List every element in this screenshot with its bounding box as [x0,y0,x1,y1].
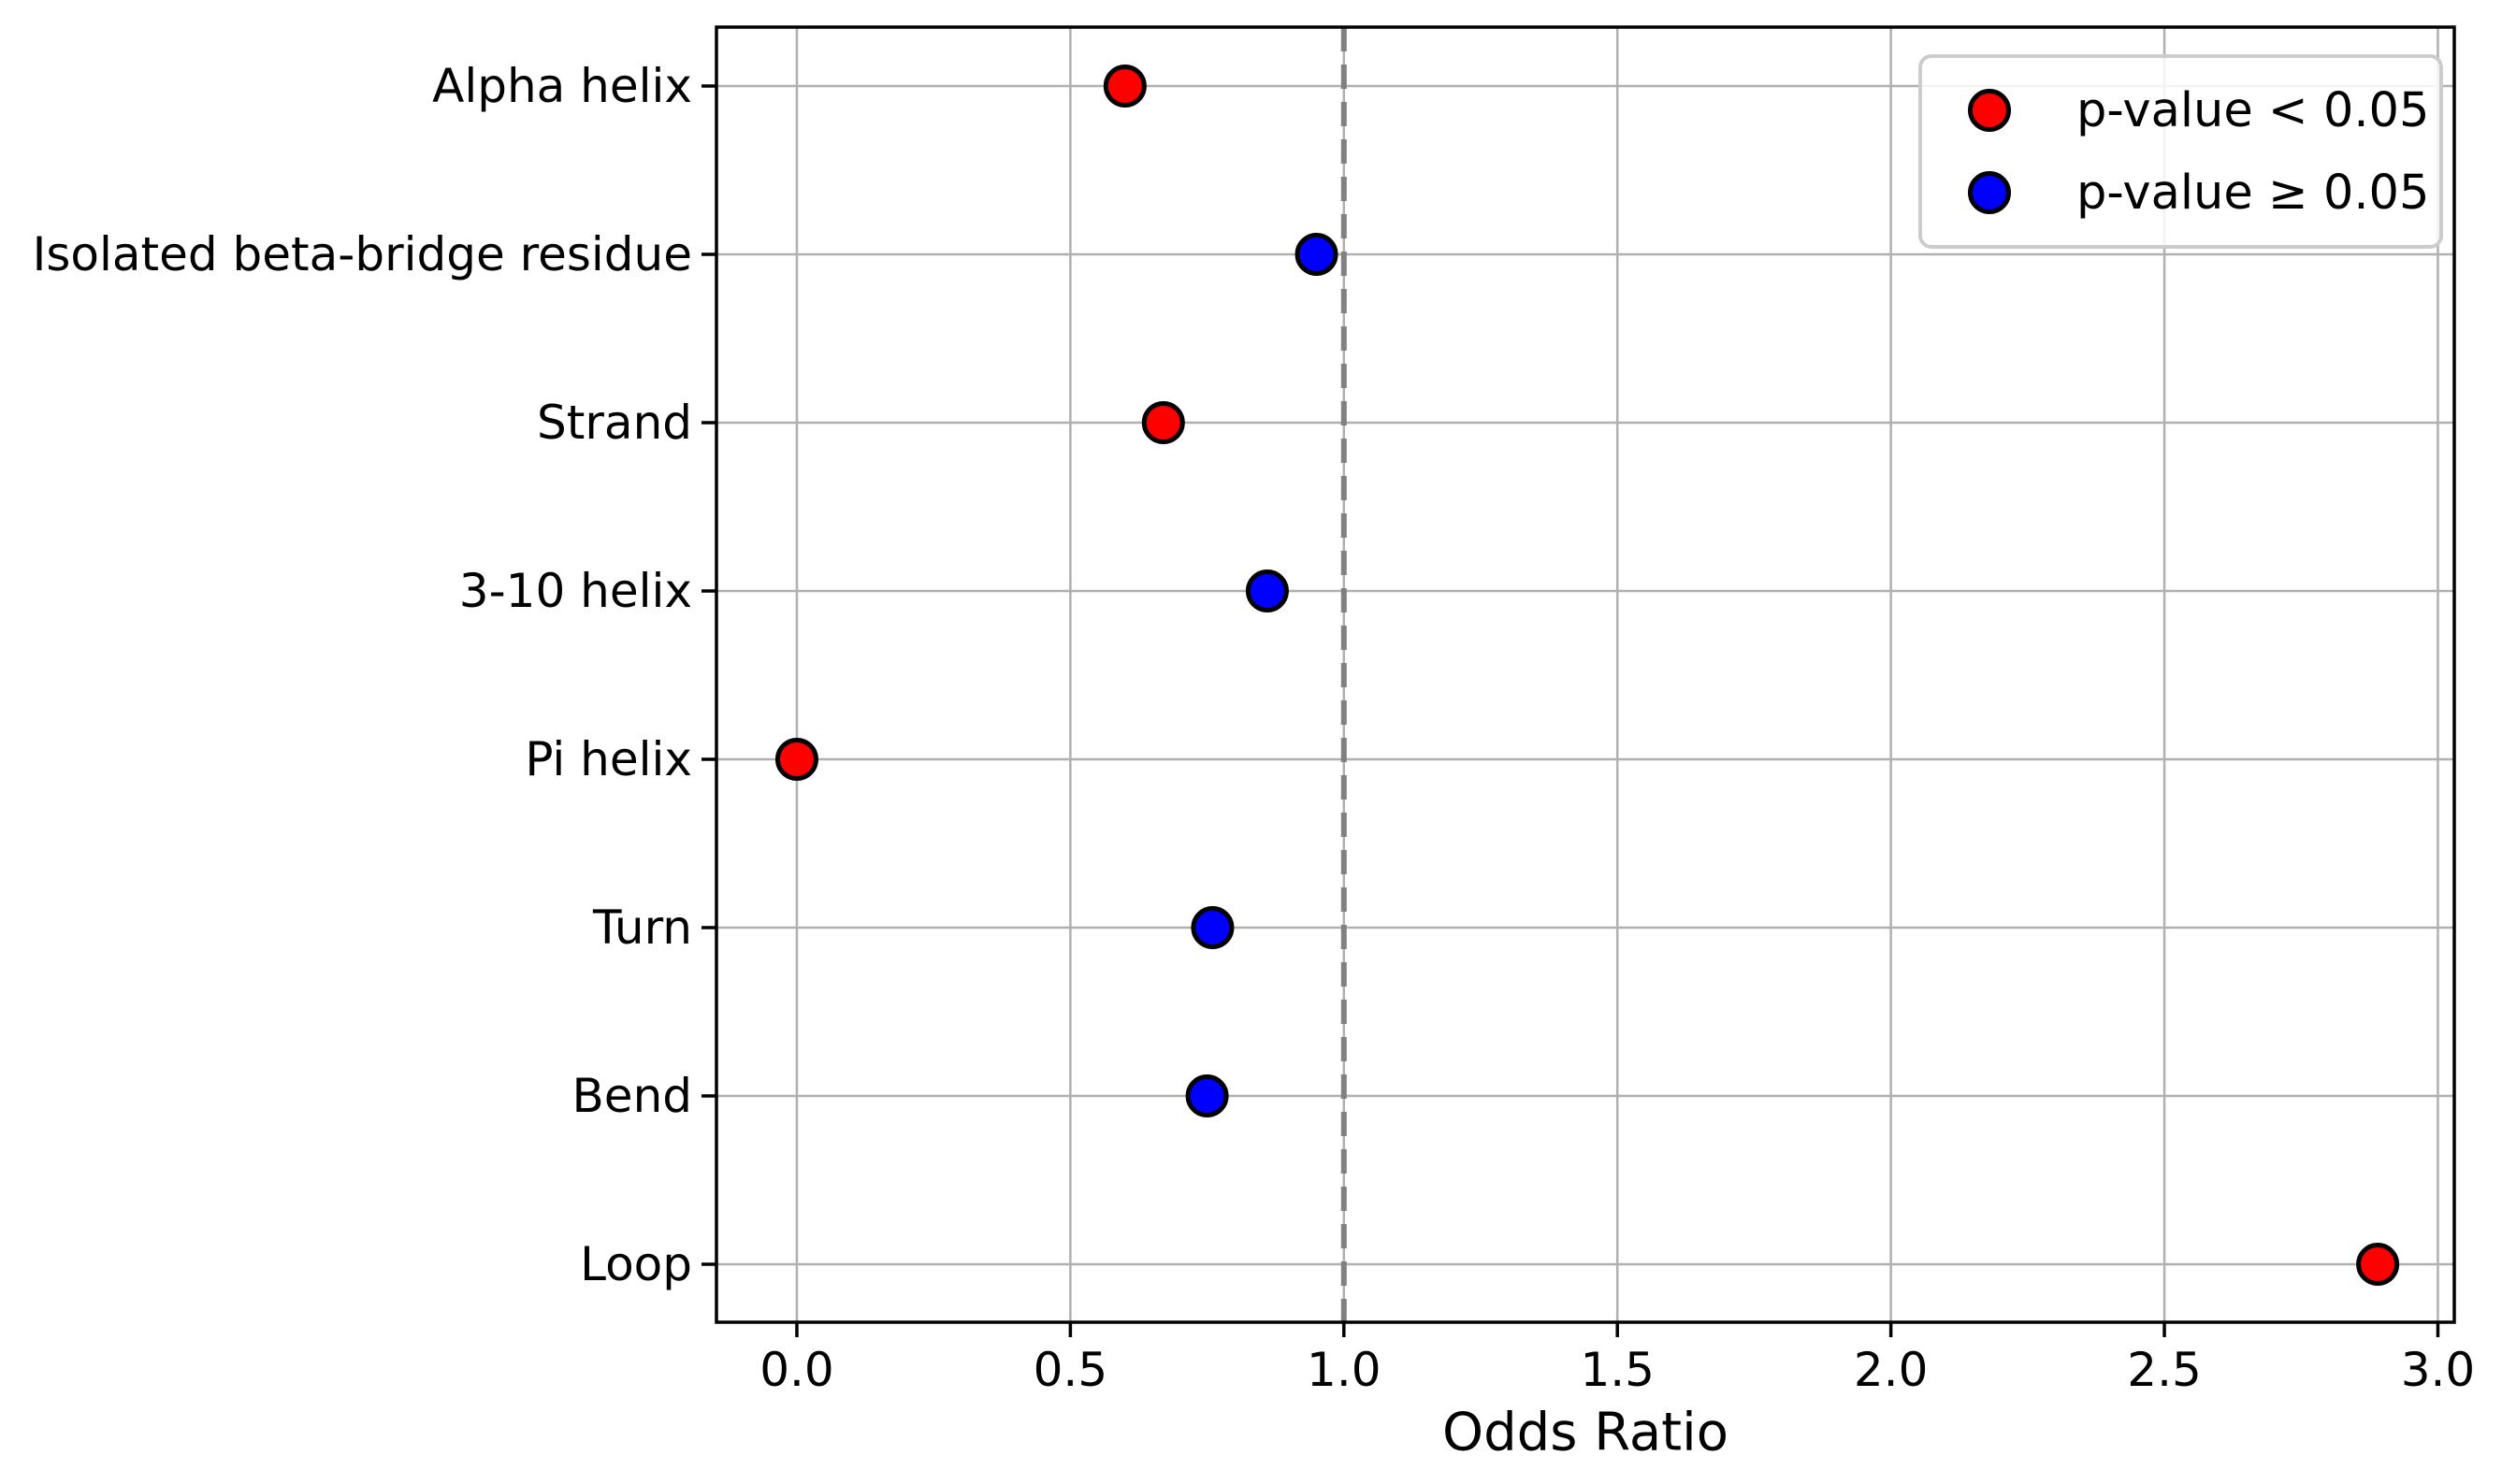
data-point [1185,1074,1229,1117]
data-point [1245,569,1289,612]
data-point [774,738,818,781]
legend-label-significant: p-value < 0.05 [2076,82,2430,138]
data-point [1103,65,1147,108]
y-tick-label: 3-10 helix [459,564,692,618]
x-tick-label: 0.0 [759,1343,834,1397]
x-tick-label: 2.0 [1854,1343,1929,1397]
y-tick-label: Strand [537,396,692,450]
legend: p-value < 0.05 p-value ≥ 0.05 [1918,54,2443,249]
y-tick-label: Loop [580,1237,692,1291]
x-tick-label: 0.5 [1034,1343,1108,1397]
data-point [1294,233,1338,276]
y-tick-label: Alpha helix [432,59,692,113]
y-tick-label: Isolated beta-bridge residue [33,227,692,281]
legend-marker-red-icon [1968,89,2011,132]
x-axis-title: Odds Ratio [1442,1402,1728,1463]
plot-border [715,25,2456,1324]
x-tick-label: 1.0 [1307,1343,1381,1397]
x-tick-label: 3.0 [2401,1343,2476,1397]
x-tick-label: 2.5 [2127,1343,2202,1397]
legend-label-not-significant: p-value ≥ 0.05 [2076,165,2430,221]
legend-item-not-significant: p-value ≥ 0.05 [1968,151,2429,234]
y-tick-label: Turn [592,900,692,955]
y-tick-label: Bend [572,1069,693,1123]
legend-marker-blue-icon [1968,171,2011,214]
data-point [1141,401,1185,444]
data-point [2356,1243,2400,1286]
data-point [1191,906,1235,949]
y-tick-label: Pi helix [525,732,692,786]
x-tick-label: 1.5 [1580,1343,1655,1397]
legend-item-significant: p-value < 0.05 [1968,69,2429,151]
